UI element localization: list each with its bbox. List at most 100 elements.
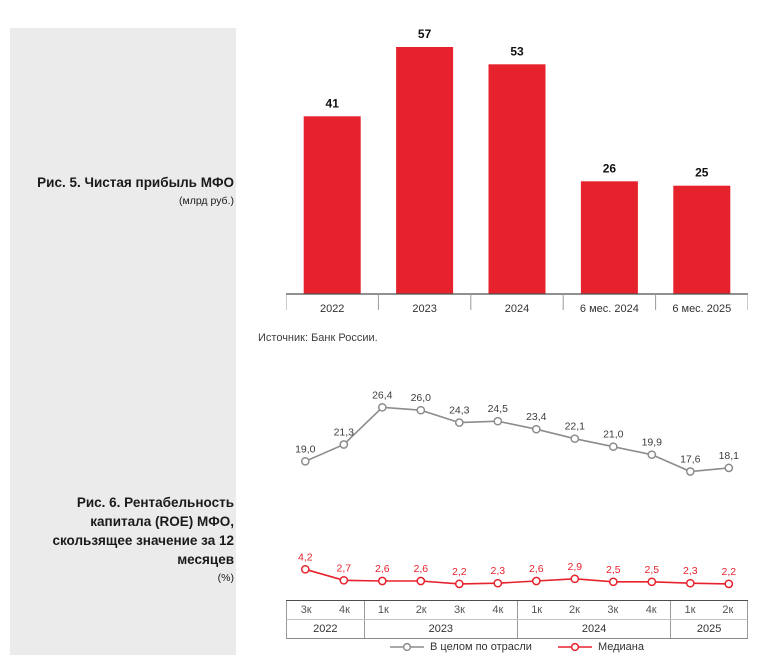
bar [396, 47, 454, 294]
data-point [647, 577, 657, 587]
data-point [377, 402, 387, 412]
quarter-label: 4к [645, 604, 657, 616]
point-label: 2,2 [452, 566, 467, 578]
legend-item-label: В целом по отрасли [430, 641, 532, 653]
source-note: Источник: Банк России. [258, 332, 378, 344]
point-label: 2,6 [413, 563, 428, 575]
fig6-title: Рис. 6. Рентабельность капитала (ROE) МФ… [52, 495, 234, 567]
data-point [685, 467, 695, 476]
x-axis-label: 6 мес. 2025 [672, 303, 731, 315]
point-label: 2,6 [529, 563, 544, 575]
point-label: 24,5 [488, 403, 509, 415]
fig5-unit: (млрд руб.) [178, 194, 234, 207]
point-label: 17,6 [680, 454, 701, 466]
series-line [304, 406, 729, 473]
point-label: 18,1 [719, 450, 740, 462]
quarter-label: 2к [569, 604, 580, 616]
legend-item-median: Медиана [557, 641, 644, 653]
quarter-label: 4к [492, 604, 504, 616]
point-label: 23,4 [526, 411, 547, 423]
median-line-marker-icon [557, 642, 592, 652]
quarter-labels-row: 3к 4к 1к 2к 3к 4к 1к 2к 3к 4к 1к 2к [286, 601, 748, 620]
year-label: 2023 [363, 620, 517, 638]
data-point [416, 405, 426, 415]
chart-legend: В целом по отрасли Медиана [286, 641, 748, 653]
bar-value-label: 25 [695, 166, 709, 180]
point-label: 19,9 [642, 437, 663, 449]
fig6-unit: (%) [217, 571, 234, 584]
point-label: 26,0 [411, 392, 432, 404]
quarter-label: 3к [607, 604, 619, 616]
data-point [685, 578, 695, 588]
year-label: 2024 [517, 620, 670, 638]
point-label: 2,5 [644, 564, 659, 576]
data-point [570, 574, 580, 584]
fig6-caption: Рис. 6. Рентабельность капитала (ROE) МФ… [32, 494, 234, 584]
point-label: 2,6 [375, 563, 390, 575]
data-point [454, 579, 464, 589]
bar [580, 181, 638, 294]
data-point [493, 416, 503, 426]
point-label: 24,3 [449, 405, 470, 417]
data-point [300, 456, 310, 466]
year-label: 2022 [313, 623, 338, 635]
data-point [647, 450, 657, 460]
point-label: 22,1 [565, 421, 586, 433]
x-axis-label: 2022 [320, 303, 344, 315]
data-point [339, 575, 349, 585]
point-label: 4,2 [298, 551, 313, 563]
data-point [416, 576, 426, 586]
data-point [454, 418, 464, 427]
legend-item-label: Медиана [597, 641, 644, 653]
quarter-label: 2к [415, 604, 427, 616]
data-point [724, 579, 734, 589]
data-point [339, 440, 349, 449]
data-point [608, 442, 618, 452]
point-label: 26,4 [372, 389, 393, 401]
x-axis-label: 2024 [505, 303, 529, 315]
point-label: 2,5 [606, 564, 621, 576]
bar [488, 64, 546, 294]
fig5-caption: Рис. 5. Чистая прибыль МФО (млрд руб.) [32, 174, 234, 207]
data-point [724, 463, 734, 473]
industry-line-marker-icon [390, 642, 424, 652]
point-label: 19,0 [295, 443, 316, 455]
point-label: 2,9 [567, 561, 582, 573]
bar-value-label: 26 [603, 161, 617, 175]
year-labels-row: 2022 2023 2024 2025 [286, 620, 748, 639]
quarter-label: 1к [363, 601, 402, 619]
quarter-label: 1к [516, 601, 555, 619]
figure-caption-panel: Рис. 5. Чистая прибыль МФО (млрд руб.) Р… [10, 28, 236, 655]
quarter-label: 3к [454, 604, 465, 616]
point-label: 2,3 [683, 565, 698, 577]
point-label: 2,2 [721, 566, 736, 578]
data-point [493, 578, 503, 588]
x-axis-label: 6 мес. 2024 [580, 303, 639, 315]
series-line [305, 568, 729, 585]
fig5-title: Рис. 5. Чистая прибыль МФО [37, 175, 234, 190]
point-label: 2,3 [490, 565, 505, 577]
data-point [531, 424, 541, 434]
point-label: 21,3 [334, 427, 355, 439]
legend-item-industry: В целом по отрасли [390, 641, 532, 653]
point-label: 21,0 [603, 429, 624, 441]
x-axis-label: 2023 [412, 303, 436, 315]
data-point [608, 577, 618, 587]
data-point [531, 576, 541, 586]
data-point [300, 564, 310, 574]
roe-chart-x-axis: 3к 4к 1к 2к 3к 4к 1к 2к 3к 4к 1к 2к 2022 2023 2024 202… [286, 600, 748, 639]
bar [673, 185, 731, 294]
roe-line-chart: 19,0 21,3 26,4 26,0 24,3 24,5 23,4 22,1 21,0 19,9… [295, 389, 740, 589]
bar-value-label: 53 [510, 44, 524, 58]
quarter-label: 1к [670, 601, 708, 619]
net-profit-bar-chart: 41 57 53 26 25 2022 2023 2024 6 мес. 2024 6 мес. … [286, 28, 748, 315]
quarter-label: 2к [722, 604, 734, 616]
data-point [570, 434, 580, 444]
bar-value-label: 41 [326, 96, 340, 110]
point-label: 2,7 [336, 562, 351, 574]
bar [303, 116, 361, 294]
data-point [377, 576, 387, 586]
bar-value-label: 57 [418, 28, 432, 41]
quarter-label: 3к [300, 604, 312, 616]
